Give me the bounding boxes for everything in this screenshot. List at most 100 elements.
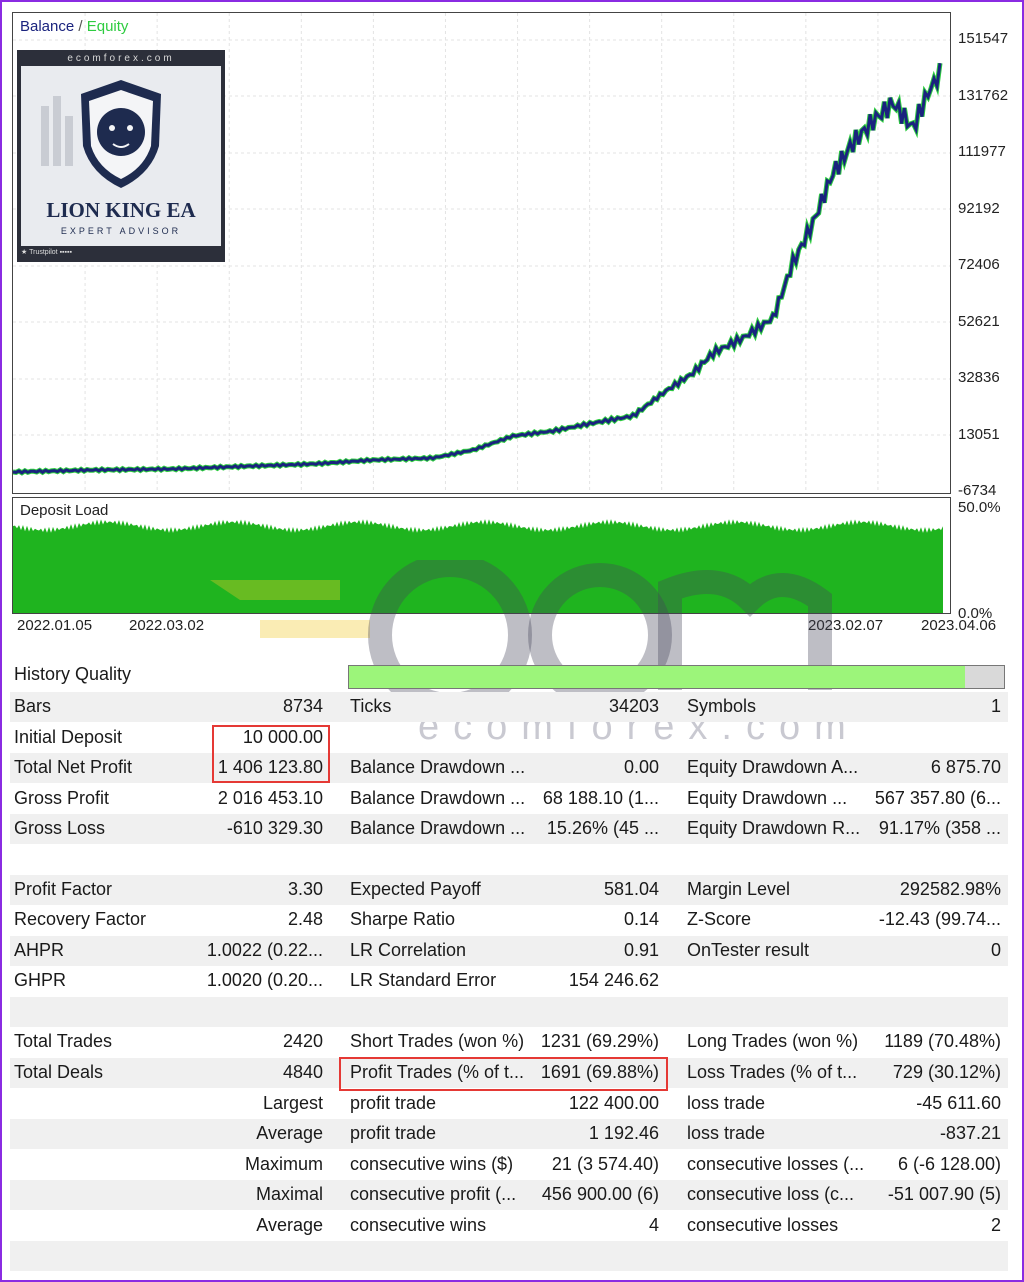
short-trades-label: Short Trades (won %) [350, 1031, 525, 1051]
y-tick-1: 151547 [958, 30, 1009, 47]
x-tick-2: 2022.03.02 [129, 617, 205, 634]
total-net-profit-label: Total Net Profit [14, 757, 133, 777]
symbols-label: Symbols [687, 696, 757, 716]
margin-level-label: Margin Level [687, 879, 791, 899]
short-trades-value: 1231 (69.29%) [540, 1031, 659, 1051]
history-quality-label: History Quality [14, 664, 132, 684]
legend-separator: / [78, 18, 83, 35]
ticks-label: Ticks [350, 696, 392, 716]
max-consecutive-losses-value: 6 (-6 128.00) [897, 1154, 1001, 1174]
x-tick-1: 2022.01.05 [17, 617, 93, 634]
gross-profit-label: Gross Profit [14, 788, 110, 808]
deposit-load-chart [12, 497, 951, 614]
average-consecutive-losses-label: consecutive losses [687, 1215, 839, 1235]
long-trades-value: 1189 (70.48%) [884, 1031, 1001, 1051]
loss-trades-value: 729 (30.12%) [892, 1062, 1001, 1082]
z-score-label: Z-Score [687, 909, 752, 929]
logo-subtitle: EXPERT ADVISOR [60, 226, 182, 236]
load-tick-top: 50.0% [958, 499, 1001, 516]
y-tick-8: 13051 [958, 426, 1000, 443]
y-tick-4: 92192 [958, 200, 1000, 217]
balance-drawdown-relative-value: 15.26% (45 ... [546, 818, 659, 838]
lr-standard-error-label: LR Standard Error [350, 970, 497, 990]
ahpr-value: 1.0022 (0.22... [206, 940, 323, 960]
expected-payoff-label: Expected Payoff [350, 879, 481, 899]
initial-deposit-value: 10 000.00 [242, 727, 323, 747]
row-stripe [10, 997, 1008, 1027]
total-trades-value: 2420 [282, 1031, 323, 1051]
ghpr-label: GHPR [14, 970, 67, 990]
row-stripe [10, 692, 1008, 722]
load-tick-bottom: 0.0% [958, 605, 993, 622]
profit-factor-label: Profit Factor [14, 879, 113, 899]
sharpe-ratio-value: 0.14 [623, 909, 659, 929]
largest-label: Largest [262, 1093, 323, 1113]
profit-factor-value: 3.30 [287, 879, 323, 899]
average-loss-trade-label: loss trade [687, 1123, 766, 1143]
sharpe-ratio-label: Sharpe Ratio [350, 909, 456, 929]
total-net-profit-value: 1 406 123.80 [217, 757, 323, 777]
equity-drawdown-absolute-label: Equity Drawdown A... [687, 757, 859, 777]
equity-drawdown-maximal-value: 567 357.80 (6... [874, 788, 1001, 808]
bars-value: 8734 [282, 696, 323, 716]
deposit-load-label: Deposit Load [20, 502, 109, 519]
legend-balance: Balance [20, 18, 75, 35]
row-stripe [10, 1180, 1008, 1210]
bars-label: Bars [14, 696, 52, 716]
ahpr-label: AHPR [14, 940, 65, 960]
average-profit-trade-label: profit trade [350, 1123, 437, 1143]
lr-standard-error-value: 154 246.62 [568, 970, 659, 990]
average-loss-trade-value: -837.21 [939, 1123, 1001, 1143]
balance-drawdown-absolute-value: 0.00 [623, 757, 659, 777]
maximum-label: Maximum [244, 1154, 323, 1174]
average-consecutive-losses-value: 2 [990, 1215, 1001, 1235]
y-tick-6: 52621 [958, 313, 1000, 330]
average-profit-trade-value: 1 192.46 [588, 1123, 659, 1143]
average-consecutive-label: Average [256, 1215, 323, 1235]
history-quality-bar [348, 665, 1005, 689]
maximal-consecutive-profit-value: 456 900.00 (6) [541, 1184, 659, 1204]
loss-trades-label: Loss Trades (% of t... [687, 1062, 858, 1082]
x-tick-3: 2023.02.07 [808, 617, 884, 634]
maximal-consecutive-loss-value: -51 007.90 (5) [887, 1184, 1001, 1204]
logo-brand: LION KING EA [46, 198, 196, 222]
margin-level-value: 292582.98% [899, 879, 1001, 899]
lr-correlation-label: LR Correlation [350, 940, 467, 960]
lion-shield-icon [41, 80, 161, 188]
lion-king-logo: ecomforex.com LION KING EA EXPERT ADVISO… [17, 50, 225, 262]
y-tick-5: 72406 [958, 256, 1000, 273]
balance-drawdown-maximal-label: Balance Drawdown ... [350, 788, 526, 808]
balance-drawdown-absolute-label: Balance Drawdown ... [350, 757, 526, 777]
total-trades-label: Total Trades [14, 1031, 113, 1051]
z-score-value: -12.43 (99.74... [878, 909, 1001, 929]
row-stripe [10, 814, 1008, 844]
ontester-result-value: 0 [990, 940, 1001, 960]
profit-trades-value: 1691 (69.88%) [540, 1062, 659, 1082]
largest-loss-trade-value: -45 611.60 [916, 1093, 1001, 1113]
equity-drawdown-absolute-value: 6 875.70 [930, 757, 1001, 777]
equity-drawdown-maximal-label: Equity Drawdown ... [687, 788, 848, 808]
largest-loss-trade-label: loss trade [687, 1093, 766, 1113]
balance-drawdown-maximal-value: 68 188.10 (1... [542, 788, 659, 808]
largest-profit-trade-value: 122 400.00 [568, 1093, 659, 1113]
total-deals-label: Total Deals [14, 1062, 104, 1082]
logo-site-text: ecomforex.com [67, 53, 175, 64]
highlight-deposit-profit [212, 725, 330, 783]
logo-panel: LION KING EA EXPERT ADVISOR [21, 66, 221, 246]
equity-drawdown-relative-value: 91.17% (358 ... [878, 818, 1001, 838]
lr-correlation-value: 0.91 [623, 940, 659, 960]
ticks-value: 34203 [608, 696, 659, 716]
legend-equity: Equity [86, 18, 129, 35]
y-tick-3: 111977 [958, 143, 1006, 160]
gross-loss-label: Gross Loss [14, 818, 106, 838]
recovery-factor-value: 2.48 [287, 909, 323, 929]
trustpilot-text: Trustpilot [29, 249, 58, 256]
largest-profit-trade-label: profit trade [350, 1093, 437, 1113]
maximal-label: Maximal [255, 1184, 323, 1204]
average-consecutive-wins-value: 4 [648, 1215, 659, 1235]
y-tick-9: -6734 [958, 482, 997, 499]
deposit-load-area [13, 519, 943, 613]
ontester-result-label: OnTester result [687, 940, 810, 960]
gross-loss-value: -610 329.30 [226, 818, 323, 838]
deposit-load-plot [13, 519, 943, 613]
